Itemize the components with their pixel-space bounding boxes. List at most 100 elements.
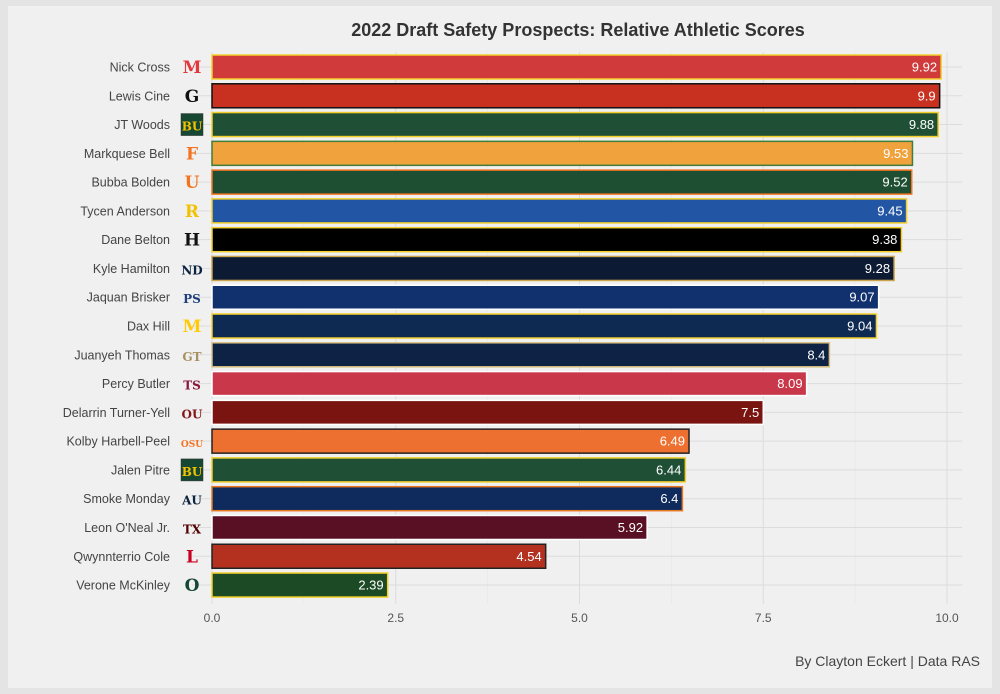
bar-group: Verone McKinley O 2.39 xyxy=(76,572,389,598)
category-label: Nick Cross xyxy=(110,61,170,75)
bar xyxy=(211,572,389,598)
bar xyxy=(211,514,648,541)
value-label: 8.09 xyxy=(777,376,802,391)
bar-group: Jaquan Brisker PS 9.07 xyxy=(87,284,880,310)
svg-text:ND: ND xyxy=(181,263,202,277)
value-label: 9.53 xyxy=(883,146,908,161)
bar-group: JT Woods BU 9.88 xyxy=(114,111,939,138)
category-label: Kyle Hamilton xyxy=(93,262,170,276)
bar xyxy=(211,313,878,339)
chart-title: 2022 Draft Safety Prospects: Relative At… xyxy=(351,20,805,40)
bar xyxy=(211,428,690,454)
bar-group: Jalen Pitre BU 6.44 xyxy=(111,457,687,483)
texas-am-logo-icon: TX xyxy=(183,522,202,536)
auburn-logo-icon: AU xyxy=(181,494,202,508)
texas-state-logo-icon: TS xyxy=(183,379,201,393)
bar-group: Kyle Hamilton ND 9.28 xyxy=(93,255,895,282)
bar-chart: 2022 Draft Safety Prospects: Relative At… xyxy=(63,20,980,669)
svg-text:GT: GT xyxy=(182,350,201,364)
category-label: Dane Belton xyxy=(101,233,170,247)
bar xyxy=(211,457,687,483)
famu-logo-icon: F xyxy=(186,144,198,164)
notre-dame-logo-icon: ND xyxy=(181,263,202,277)
svg-text:F: F xyxy=(186,144,198,164)
category-label: Qwynnterrio Cole xyxy=(73,550,170,564)
bar-group: Juanyeh Thomas GT 8.4 xyxy=(74,342,831,368)
chart-caption: By Clayton Eckert | Data RAS xyxy=(795,653,980,669)
bar xyxy=(211,485,684,512)
svg-text:OU: OU xyxy=(182,407,203,421)
bar xyxy=(211,226,903,253)
value-label: 9.28 xyxy=(865,261,890,276)
value-label: 6.4 xyxy=(660,491,678,506)
maryland-logo-icon: M xyxy=(183,58,202,78)
category-label: Lewis Cine xyxy=(109,89,170,103)
georgia-logo-icon: G xyxy=(185,87,200,107)
value-label: 9.88 xyxy=(909,117,934,132)
svg-text:L: L xyxy=(186,547,198,567)
category-label: Tycen Anderson xyxy=(80,204,170,218)
bar xyxy=(211,543,547,570)
bar-group: Leon O'Neal Jr. TX 5.92 xyxy=(84,514,648,541)
bar xyxy=(211,83,941,109)
category-label: Verone McKinley xyxy=(76,579,171,593)
x-tick-label: 2.5 xyxy=(387,611,404,625)
bar-group: Markquese Bell F 9.53 xyxy=(84,140,914,167)
x-tick-label: 5.0 xyxy=(571,611,588,625)
category-label: Juanyeh Thomas xyxy=(74,348,170,362)
category-label: Bubba Bolden xyxy=(91,176,170,190)
svg-text:OSU: OSU xyxy=(181,440,203,450)
bar-group: Nick Cross M 9.92 xyxy=(110,54,942,80)
svg-text:O: O xyxy=(185,576,200,596)
category-label: JT Woods xyxy=(114,118,170,132)
x-tick-label: 7.5 xyxy=(755,611,772,625)
category-label: Percy Butler xyxy=(102,377,170,391)
value-label: 4.54 xyxy=(516,549,541,564)
value-label: 6.44 xyxy=(656,462,681,477)
svg-text:R: R xyxy=(185,202,200,222)
bar xyxy=(211,54,942,80)
category-label: Delarrin Turner-Yell xyxy=(63,406,170,420)
georgia-tech-logo-icon: GT xyxy=(182,350,201,364)
iowa-logo-icon: H xyxy=(184,231,200,251)
bar-group: Kolby Harbell-Peel OSU 6.49 xyxy=(66,428,690,454)
x-tick-label: 10.0 xyxy=(935,611,959,625)
oregon-logo-icon: O xyxy=(185,576,200,596)
value-label: 9.04 xyxy=(847,319,872,334)
oklahoma-logo-icon: OU xyxy=(182,407,203,421)
bar-group: Smoke Monday AU 6.4 xyxy=(83,485,684,512)
category-label: Markquese Bell xyxy=(84,147,170,161)
svg-text:H: H xyxy=(184,231,200,251)
chart-frame: 2022 Draft Safety Prospects: Relative At… xyxy=(8,6,992,688)
category-label: Smoke Monday xyxy=(83,492,171,506)
bar xyxy=(211,399,764,426)
x-axis: 0.0 2.5 5.0 7.5 10.0 xyxy=(204,611,959,625)
svg-text:M: M xyxy=(183,58,202,78)
toledo-logo-icon: R xyxy=(185,202,200,222)
bar xyxy=(211,284,880,310)
value-label: 9.07 xyxy=(849,290,874,305)
bar xyxy=(211,342,831,368)
bar xyxy=(211,140,914,167)
svg-text:U: U xyxy=(185,173,200,193)
category-label: Dax Hill xyxy=(127,320,170,334)
bar-group: Bubba Bolden U 9.52 xyxy=(91,169,913,195)
bar-group: Lewis Cine G 9.9 xyxy=(109,83,941,109)
value-label: 2.39 xyxy=(358,578,383,593)
michigan-logo-icon: M xyxy=(183,317,202,337)
value-label: 8.4 xyxy=(807,347,825,362)
category-label: Jalen Pitre xyxy=(111,463,170,477)
svg-text:PS: PS xyxy=(183,292,201,306)
svg-text:TX: TX xyxy=(183,522,202,536)
x-tick-label: 0.0 xyxy=(204,611,221,625)
svg-text:BU: BU xyxy=(182,120,203,134)
bar xyxy=(211,255,895,282)
svg-text:M: M xyxy=(183,317,202,337)
bar xyxy=(211,370,808,397)
bar xyxy=(211,198,908,224)
louisville-logo-icon: L xyxy=(186,547,198,567)
bar xyxy=(211,169,913,195)
bars: Nick Cross M 9.92 Lewis Cine G 9.9 JT Woods BU 9… xyxy=(63,54,942,598)
svg-text:G: G xyxy=(185,87,200,107)
value-label: 9.52 xyxy=(882,175,907,190)
